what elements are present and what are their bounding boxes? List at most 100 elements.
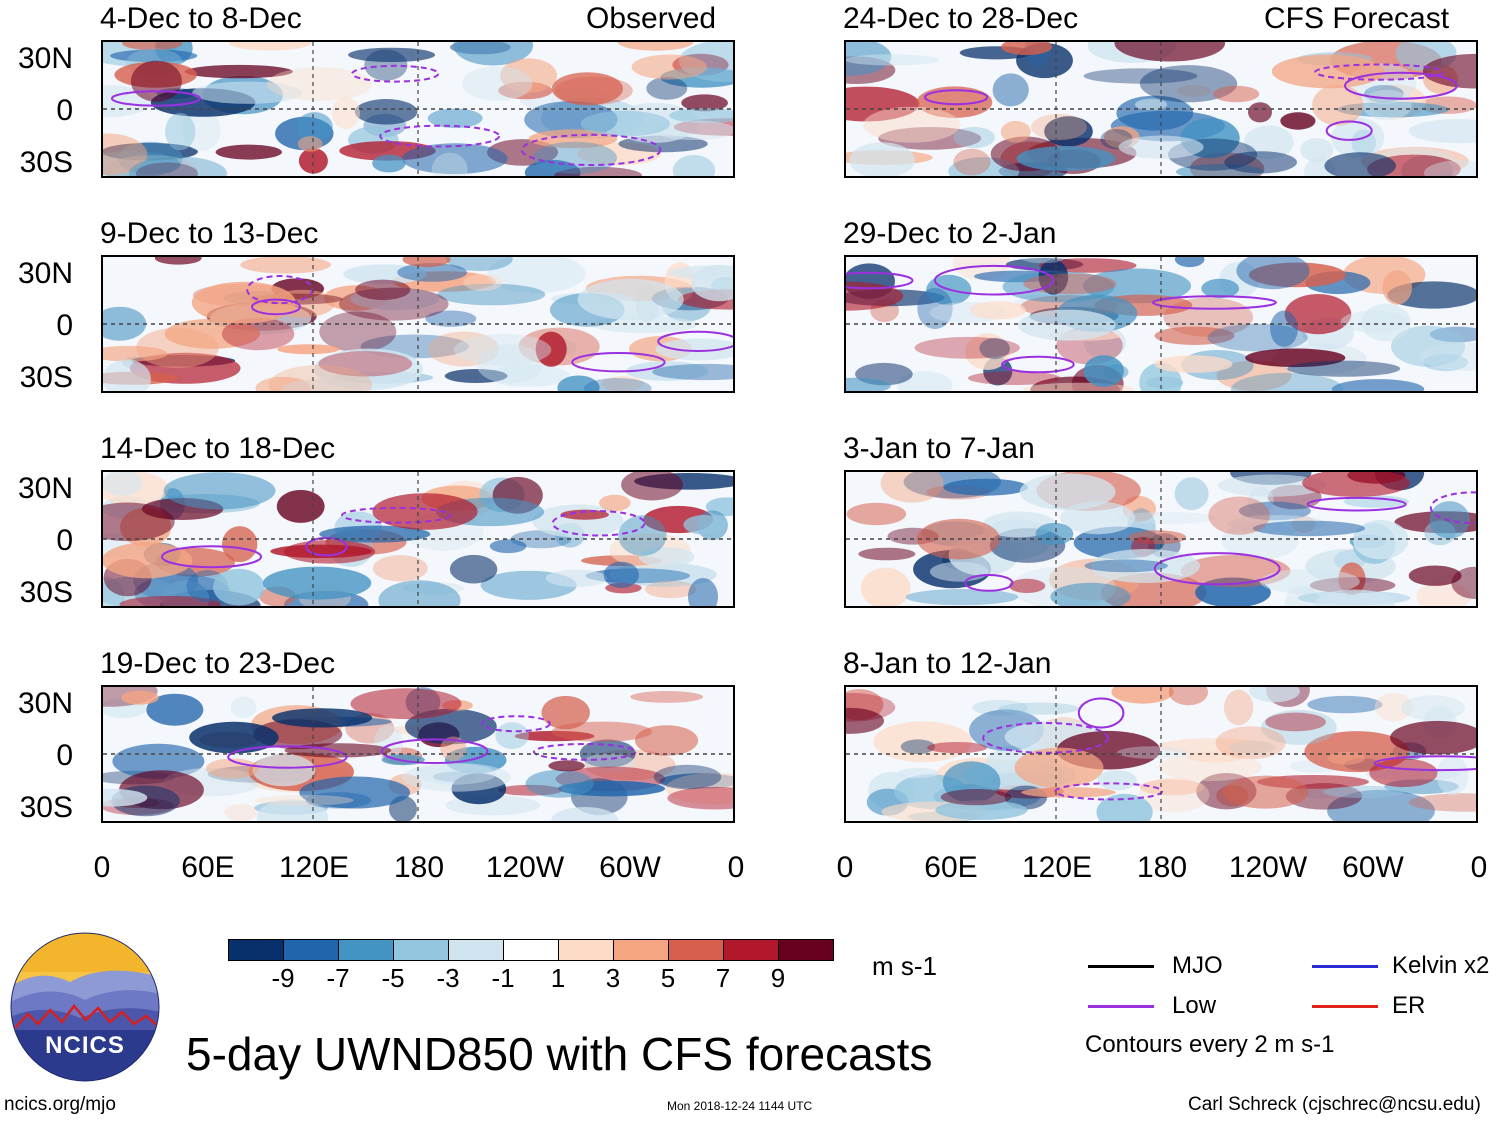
anomaly-blob [535,331,567,367]
panel-title-6: 29-Dec to 2-Jan [843,217,1057,250]
anomaly-blob [1328,751,1366,765]
anomaly-blob [917,287,953,330]
colorbar-swatch [613,939,669,961]
anomaly-blob [276,489,325,523]
panel-title-2: 9-Dec to 13-Dec [100,217,319,250]
anomaly-blob [1231,372,1344,391]
legend-label-mjo: MJO [1172,952,1223,979]
anomaly-blob [940,789,1012,806]
anomaly-blob [296,112,333,142]
anomaly-blob [277,344,340,355]
anomaly-blob [1252,520,1365,537]
anomaly-blob [681,94,728,112]
anomaly-blob [1312,84,1364,126]
anomaly-blob [1436,755,1469,796]
lat-label: 30S [19,146,73,179]
anomaly-blob [603,561,639,588]
anomaly-blob [256,799,329,821]
anomaly-blob [1248,102,1272,123]
anomaly-blob [900,739,936,754]
anomaly-blob [927,742,987,754]
legend-line-low [1088,1005,1154,1008]
anomaly-blob [1083,268,1192,304]
anomaly-blob [445,257,513,271]
anomaly-blob [1423,353,1469,372]
footer-url[interactable]: ncics.org/mjo [4,1094,116,1115]
low-contour [341,506,451,524]
anomaly-blob [873,721,973,763]
anomaly-blob [1261,709,1337,745]
anomaly-blob [551,807,619,821]
anomaly-blob [1302,472,1410,497]
anomaly-blob [646,77,688,100]
anomaly-blob [943,478,1028,496]
anomaly-blob [1117,512,1216,524]
anomaly-blob [942,761,1001,803]
anomaly-blob [128,156,228,176]
map-panel-3 [101,470,735,608]
anomaly-blob [688,578,718,606]
anomaly-blob [1408,793,1476,812]
lon-label: 0 [93,851,111,884]
anomaly-blob [1083,68,1198,84]
low-contour [1314,63,1444,81]
anomaly-blob [1340,310,1407,333]
anomaly-blob [240,257,331,274]
anomaly-blob [1422,53,1476,89]
anomaly-blob [1158,753,1262,781]
anomaly-blob [454,334,552,366]
anomaly-blob [645,580,697,599]
anomaly-blob [440,736,467,761]
anomaly-blob [103,306,147,341]
low-contour [924,89,989,106]
anomaly-blob [914,336,1020,359]
colorbar-swatch [338,939,394,961]
anomaly-blob [1213,85,1260,103]
panel-title-4: 19-Dec to 23-Dec [100,647,336,680]
lat-label: 30N [17,472,73,505]
logo-text: NCICS [45,1032,125,1059]
map-panel-2 [101,255,735,393]
anomaly-blob [525,769,594,798]
anomaly-blob [652,363,733,381]
anomaly-blob [378,580,461,606]
anomaly-blob [1419,342,1476,371]
map-panel-1 [101,40,735,178]
low-contour [351,64,440,83]
anomaly-blob [1035,522,1074,546]
anomaly-blob [192,81,303,104]
colorbar-swatch [503,939,559,961]
anomaly-blob [1096,793,1153,821]
anomaly-blob [298,148,328,174]
anomaly-blob [1238,501,1311,521]
anomaly-blob [880,472,944,503]
lon-label: 60W [599,851,661,884]
anomaly-blob [319,311,397,353]
map-panel-8 [844,685,1478,823]
anomaly-blob [463,273,503,291]
map-panel-5 [844,40,1478,178]
anomaly-blob [224,804,257,821]
anomaly-blob [1280,112,1316,130]
anomaly-blob [449,554,498,584]
anomaly-blob [846,42,892,76]
anomaly-blob [551,72,623,106]
anomaly-blob [878,127,982,150]
anomaly-blob [103,133,148,176]
low-contour [1077,697,1125,729]
colorbar-swatch [228,939,284,961]
lon-label: 0 [1470,851,1488,884]
anomaly-blob [331,96,360,130]
anomaly-blob [189,721,279,754]
anomaly-blob [1031,113,1087,141]
colorbar-tick: 7 [715,963,731,993]
map-panel-4 [101,685,735,823]
anomaly-blob [355,279,411,300]
anomaly-blob [577,278,684,321]
anomaly-blob [425,310,477,327]
contour-note: Contours every 2 m s-1 [1085,1031,1335,1058]
low-contour [657,330,733,352]
anomaly-blob [1224,689,1254,726]
colorbar-tick: -9 [271,963,295,993]
low-contour [381,738,489,764]
